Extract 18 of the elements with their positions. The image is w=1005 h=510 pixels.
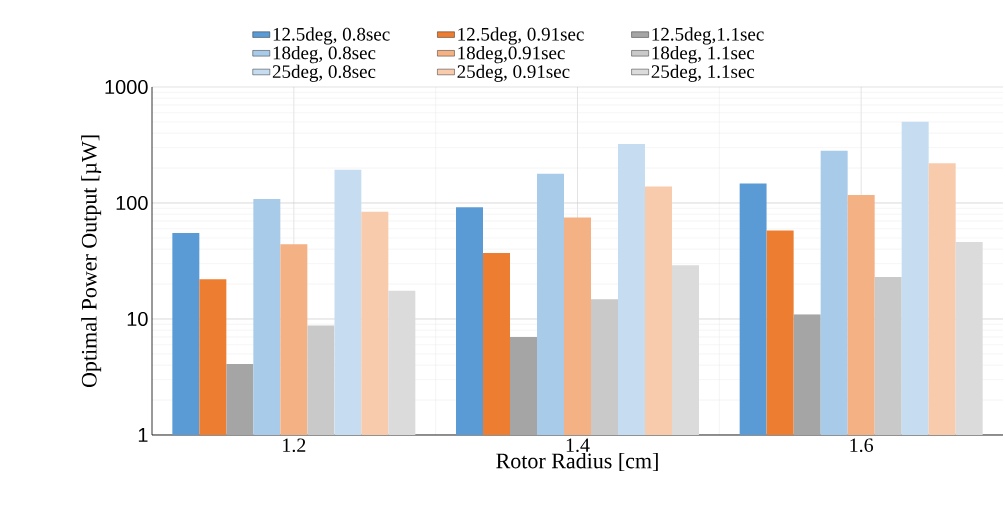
legend-label: 12.5deg, 0.91sec [458, 27, 584, 45]
legend-label: 18deg,0.91sec [458, 45, 565, 64]
legend-label: 18deg, 1.1sec [652, 45, 755, 64]
y-tick-label: 10 [127, 311, 148, 327]
x-tick-label: 1.6 [850, 438, 874, 453]
legend-label: 25deg, 1.1sec [651, 64, 755, 82]
x-axis-title: Rotor Radius [cm] [496, 452, 658, 472]
legend-label: 25deg, 0.8sec [272, 64, 376, 82]
legend-label: 25deg, 0.91sec [457, 64, 570, 82]
legend-label: 12.5deg,1.1sec [652, 27, 764, 45]
y-axis-title: Optimal Power Output [µW] [81, 135, 102, 388]
legend-label: 18deg, 0.8sec [273, 45, 376, 64]
x-tick-label: 1.2 [283, 438, 306, 453]
x-tick-label: 1.4 [566, 438, 590, 452]
y-tick-label: 1000 [105, 79, 148, 95]
y-tick-label: 100 [116, 195, 148, 211]
y-tick-label: 1 [138, 428, 148, 442]
legend-label: 12.5deg, 0.8sec [273, 27, 390, 45]
